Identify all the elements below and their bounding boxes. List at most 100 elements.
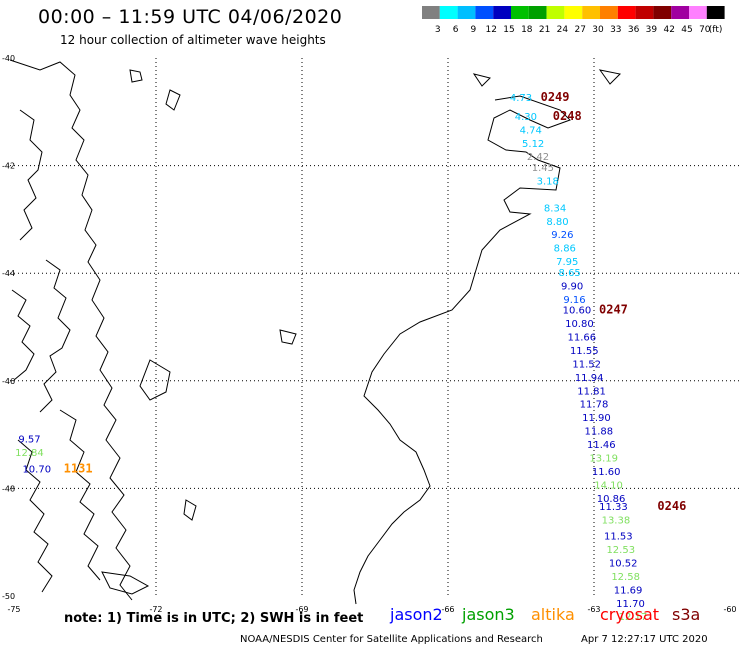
lon-label: -63: [587, 605, 600, 614]
lon-label: -72: [149, 605, 162, 614]
time-tag: 0247: [599, 303, 628, 317]
lat-label: -50: [2, 592, 15, 601]
legend-swatch: [511, 6, 529, 19]
wave-height-label: 9.57: [18, 435, 40, 446]
wave-height-label: 10.86: [597, 494, 626, 505]
legend-unit: (ft): [709, 25, 723, 35]
satellite-cryosat: cryosat: [600, 605, 660, 624]
wave-height-label: 14.10: [594, 480, 623, 491]
time-tag: 0246: [657, 499, 686, 513]
satellite-altika: altika: [531, 605, 575, 624]
wave-height-label: 12.17: [619, 612, 648, 623]
time-tag: 1131: [64, 461, 93, 475]
wave-height-label: 8.86: [554, 244, 576, 255]
satellite-jason2: jason2: [390, 605, 443, 624]
legend-label: 6: [453, 25, 459, 35]
legend-label: 39: [646, 25, 658, 35]
legend-label: 30: [592, 25, 604, 35]
legend-label: 9: [471, 25, 477, 35]
page-subtitle: 12 hour collection of altimeter wave hei…: [60, 33, 326, 47]
wave-height-label: 4.30: [515, 112, 537, 123]
wave-height-label: 11.33: [599, 502, 628, 513]
wave-height-label: 10.80: [565, 319, 594, 330]
wave-height-label: 7.95: [556, 257, 578, 268]
wave-height-label: 9.90: [561, 281, 583, 292]
wave-height-label: 13.38: [602, 515, 631, 526]
wave-height-label: 10.60: [563, 306, 592, 317]
wave-height-label: 11.53: [604, 532, 633, 543]
legend-swatch: [457, 6, 476, 19]
legend-swatch: [653, 6, 672, 19]
wave-height-label: 4.74: [520, 125, 542, 136]
wave-height-label: 11.88: [585, 427, 614, 438]
wave-height-label: 11.70: [616, 599, 645, 610]
wave-height-label: 12.58: [611, 572, 640, 583]
legend-label: 3: [435, 25, 441, 35]
legend-swatch: [475, 6, 494, 19]
legend-label: 42: [663, 25, 674, 35]
lat-label: -42: [2, 162, 15, 171]
wave-height-label: 11.94: [575, 373, 604, 384]
color-legend: 3 6 9 12 15 18 21 24 27 30 33 36 39 42 45 70(ft): [422, 6, 725, 35]
wave-height-label: 9.26: [551, 230, 573, 241]
wave-height-label: 11.69: [614, 585, 643, 596]
lon-label: -60: [723, 605, 736, 614]
lat-label: -44: [2, 269, 15, 278]
legend-label: 18: [521, 25, 533, 35]
lon-label: -66: [441, 605, 454, 614]
legend-swatch: [546, 6, 565, 19]
footer-note: note: 1) Time is in UTC; 2) SWH is in fe…: [64, 611, 364, 626]
wave-height-label: 10.70: [22, 464, 51, 475]
time-tag-labels: 0249 0248 0247 0246 1131: [64, 90, 687, 513]
legend-swatch: [528, 6, 547, 19]
legend-label: 36: [628, 25, 640, 35]
wave-height-label: 11.81: [577, 386, 606, 397]
satellite-s3a: s3a: [672, 605, 701, 624]
legend-label: 33: [610, 25, 621, 35]
wave-height-label: 8.65: [559, 268, 581, 279]
page-title: 00:00 – 11:59 UTC 04/06/2020: [38, 6, 343, 28]
legend-label: 12: [485, 25, 496, 35]
legend-swatch: [635, 6, 654, 19]
legend-swatch: [600, 6, 618, 19]
legend-swatch: [439, 6, 458, 19]
lat-label: -46: [2, 377, 15, 386]
observation-labels: 4.73 4.30 4.74 5.12 2.421.45 3.18 8.34 8.80 9.26…: [15, 93, 647, 623]
satellite-jason3: jason3: [462, 605, 515, 624]
footer-timestamp: Apr 7 12:27:17 UTC 2020: [581, 634, 708, 645]
wave-height-label: 11.55: [570, 346, 599, 357]
wave-height-label: 11.60: [592, 467, 621, 478]
legend-swatch: [617, 6, 636, 19]
wave-height-label: 11.78: [580, 400, 609, 411]
latitude-labels: -40 -42 -44 -46 -48 -50: [2, 54, 15, 601]
wave-height-label: 8.34: [544, 203, 566, 214]
legend-swatch: [706, 6, 725, 19]
wave-height-label: 8.80: [546, 217, 568, 228]
legend-swatch: [689, 6, 707, 19]
legend-label: 21: [539, 25, 550, 35]
time-tag: 0248: [553, 109, 582, 123]
legend-swatch: [564, 6, 583, 19]
wave-height-label: 11.52: [572, 359, 601, 370]
legend-swatch: [671, 6, 689, 19]
wave-height-label: 12.84: [15, 448, 44, 459]
legend-swatch: [582, 6, 600, 19]
legend-label: 15: [503, 25, 514, 35]
wave-height-label: 11.90: [582, 413, 611, 424]
wave-height-label: 10.52: [609, 558, 638, 569]
graticule: [10, 58, 740, 596]
time-tag: 0249: [541, 90, 570, 104]
wave-height-label: 5.12: [522, 139, 544, 150]
legend-swatch: [493, 6, 511, 19]
wave-height-label: 1.45: [532, 163, 554, 174]
legend-label: 24: [557, 25, 569, 35]
wave-height-label: 12.53: [606, 545, 635, 556]
footer-credit: NOAA/NESDIS Center for Satellite Applica…: [240, 634, 543, 645]
lat-label: -48: [2, 484, 15, 493]
wave-height-label: 2.42: [527, 152, 549, 163]
wave-height-label: 4.73: [510, 93, 532, 104]
legend-label: 45: [681, 25, 692, 35]
wave-height-label: 13.19: [589, 454, 618, 465]
coastline-land: [9, 59, 622, 605]
